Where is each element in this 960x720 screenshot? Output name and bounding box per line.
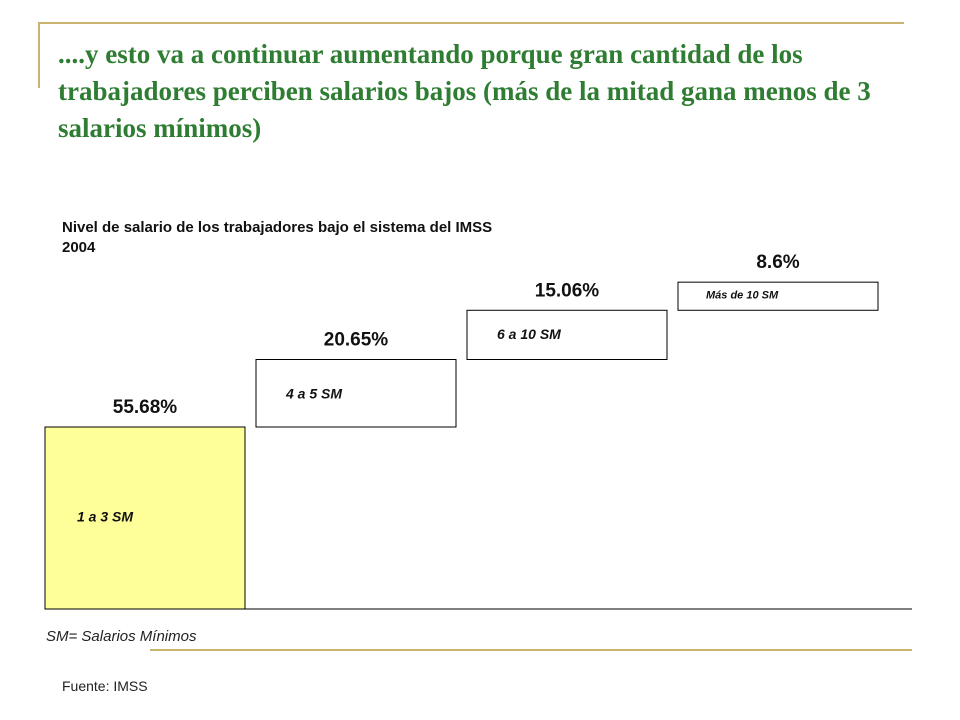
bar-1	[44, 426, 246, 610]
value-label-3: 15.06%	[535, 280, 600, 301]
bar-4	[677, 281, 879, 311]
value-label-2: 20.65%	[324, 330, 389, 351]
bar-3	[466, 309, 668, 361]
footnote: SM= Salarios Mínimos	[46, 628, 197, 645]
value-label-1: 55.68%	[113, 397, 178, 418]
category-label-3: 6 a 10 SM	[497, 326, 561, 342]
chart-title: Nivel de salario de los trabajadores baj…	[62, 219, 493, 236]
chart-title-block: Nivel de salario de los trabajadores baj…	[62, 218, 662, 258]
frame-top-rule	[38, 22, 904, 24]
frame-left-rule	[38, 22, 40, 88]
value-label-4: 8.6%	[756, 252, 799, 273]
bar-2	[255, 359, 457, 428]
frame-bottom-rule	[150, 649, 912, 651]
category-label-2: 4 a 5 SM	[285, 386, 342, 402]
source-note: Fuente: IMSS	[62, 678, 148, 694]
category-label-1: 1 a 3 SM	[77, 509, 133, 525]
slide-title: ....y esto va a continuar aumentando por…	[58, 39, 871, 143]
category-label-4: Más de 10 SM	[706, 289, 779, 301]
chart-subtitle: 2004	[62, 239, 96, 256]
